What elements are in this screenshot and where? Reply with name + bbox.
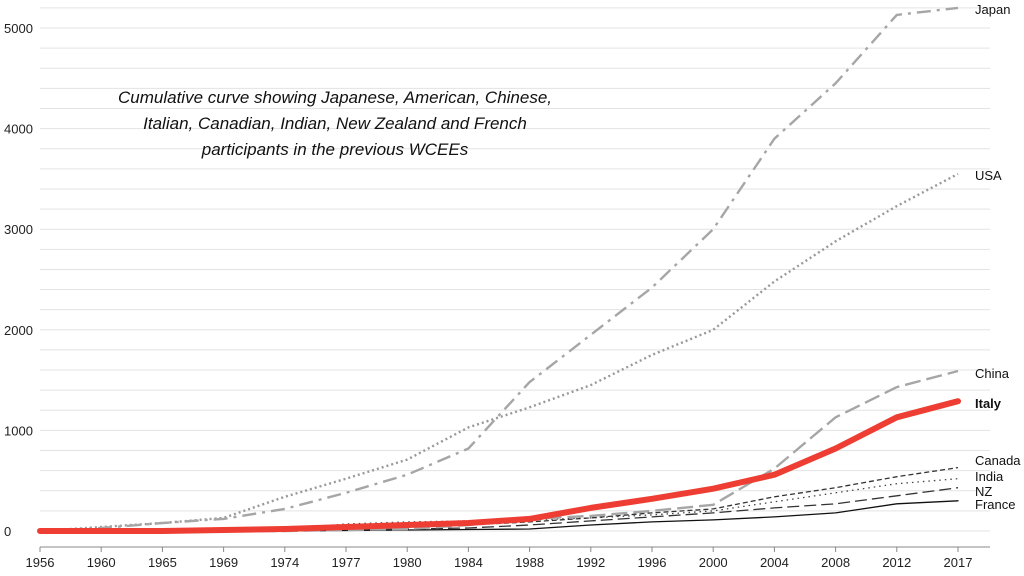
x-axis: 1956 1960 1965 1969 1974 1977 1980 1984 1988 1992… [26,546,990,570]
chart-title: Cumulative curve showing Japanese, Ameri… [118,88,552,159]
x-tick-label: 2000 [699,555,728,570]
chart-title-line-1: Cumulative curve showing Japanese, Ameri… [118,88,552,107]
x-tick-label: 2017 [944,555,973,570]
series-label-usa: USA [975,168,1002,183]
x-tick-label: 2012 [882,555,911,570]
series-label-japan: Japan [975,2,1010,17]
x-tick-label: 2008 [821,555,850,570]
series-label-nz: NZ [975,484,992,499]
x-tick-label: 1974 [270,555,299,570]
x-tick-label: 1960 [87,555,116,570]
series-label-italy: Italy [975,396,1002,411]
series-line-nz [40,487,959,532]
x-tick-label: 1984 [454,555,483,570]
x-tick-label: 1977 [332,555,361,570]
x-tick-label: 2004 [760,555,789,570]
y-tick-label: 5000 [4,21,33,36]
series-label-china: China [975,366,1010,381]
chart-title-line-3: participants in the previous WCEEs [201,140,469,159]
x-tick-label: 1988 [515,555,544,570]
y-tick-label: 3000 [4,222,33,237]
series-label-france: France [975,497,1015,512]
series-label-canada: Canada [975,453,1021,468]
x-tick-label: 1969 [209,555,238,570]
y-axis: 0 1000 2000 3000 4000 5000 [4,21,33,539]
series-line-japan [39,6,959,533]
series-line-usa [39,172,959,533]
x-tick-label: 1996 [638,555,667,570]
y-tick-label: 0 [4,524,11,539]
y-tick-label: 2000 [4,323,33,338]
y-tick-label: 1000 [4,423,33,438]
y-tick-label: 4000 [4,122,33,137]
series-label-india: India [975,469,1004,484]
x-tick-label: 1965 [148,555,177,570]
x-tick-label: 1992 [576,555,605,570]
series-line-italy [37,398,961,534]
gridlines [40,7,990,532]
series-lines [37,6,961,534]
series-line-china [40,369,959,533]
x-tick-label: 1956 [26,555,55,570]
x-tick-label: 1980 [393,555,422,570]
chart-title-line-2: Italian, Canadian, Indian, New Zealand a… [143,114,527,133]
